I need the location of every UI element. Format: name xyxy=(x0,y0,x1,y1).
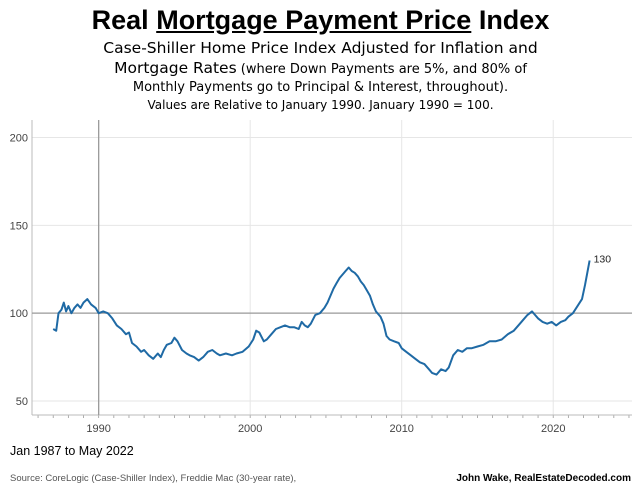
subtitle-line-2-main: Mortgage Rates xyxy=(114,59,237,77)
subtitle-line-4: Values are Relative to January 1990. Jan… xyxy=(147,98,494,112)
title-part-2: Index xyxy=(471,5,550,35)
x-tick-label: 1990 xyxy=(86,423,110,435)
y-tick-label: 200 xyxy=(10,133,28,145)
y-tick-label: 50 xyxy=(16,396,28,408)
x-tick-label: 2010 xyxy=(389,423,413,435)
y-tick-label: 150 xyxy=(10,220,28,232)
subtitle-line-1: Case-Shiller Home Price Index Adjusted f… xyxy=(103,39,538,57)
series-line xyxy=(52,260,591,376)
date-range-label: Jan 1987 to May 2022 xyxy=(10,444,134,458)
title-underlined: Mortgage Payment Price xyxy=(156,5,472,35)
subtitle-line-2-small: (where Down Payments are 5%, and 80% of xyxy=(236,62,527,77)
subtitle-line-3: Monthly Payments go to Principal & Inter… xyxy=(132,80,509,95)
title-part-1: Real xyxy=(91,5,157,35)
x-tick-label: 2020 xyxy=(541,423,565,435)
chart-title: Real Mortgage Payment Price Index xyxy=(0,4,641,36)
line-chart: 50 100 150 200 1990 2000 2010 2020 130 xyxy=(10,120,632,435)
x-tick-label: 2000 xyxy=(238,423,262,435)
y-tick-label: 100 xyxy=(10,308,28,320)
author-credit: John Wake, RealEstateDecoded.com xyxy=(456,473,631,484)
end-value-label: 130 xyxy=(594,253,612,265)
subtitle-line-2: Mortgage Rates (where Down Payments are … xyxy=(0,58,641,80)
source-note: Source: CoreLogic (Case-Shiller Index), … xyxy=(10,473,297,484)
